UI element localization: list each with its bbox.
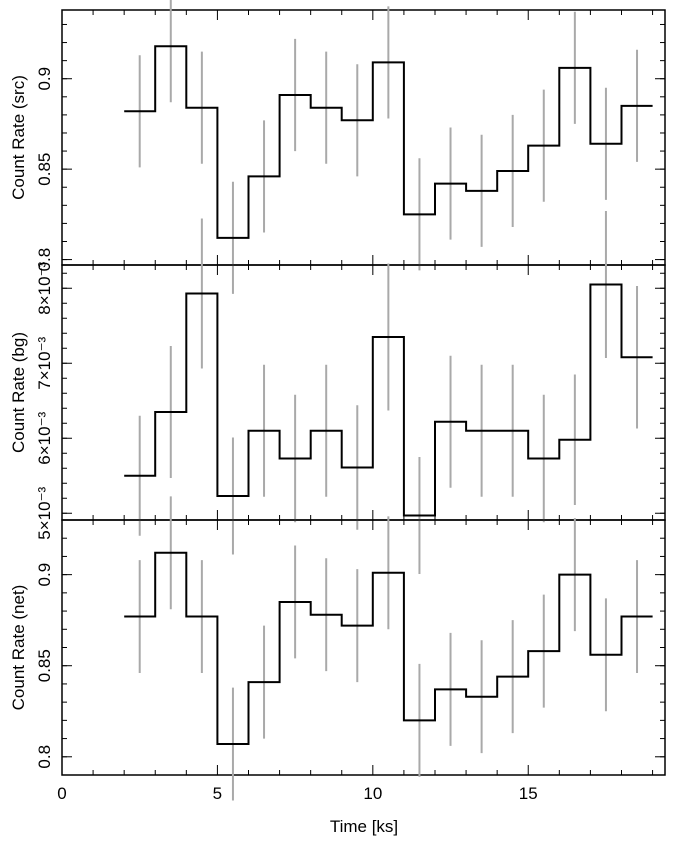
src-panel: 0.8 0.85 0.9 Count Rate (src) xyxy=(9,0,666,294)
y-axis-title: Count Rate (net) xyxy=(9,585,28,711)
y-tick-label: 0.9 xyxy=(35,563,54,587)
y-tick-label: 7×10⁻³ xyxy=(35,336,54,389)
step-line xyxy=(124,551,653,745)
y-axis-title: Count Rate (src) xyxy=(9,75,28,200)
x-tick-label: 15 xyxy=(519,784,538,803)
x-tick-label: 5 xyxy=(213,784,222,803)
y-tick-label: 8×10⁻³ xyxy=(35,261,54,314)
y-tick-label: 6×10⁻³ xyxy=(35,411,54,464)
y-tick-label: 0.85 xyxy=(35,649,54,682)
step-line xyxy=(124,283,653,517)
step-line xyxy=(124,45,653,239)
y-tick-label: 0.9 xyxy=(35,67,54,91)
x-axis-title: Time [ks] xyxy=(330,817,398,836)
y-axis-title: Count Rate (bg) xyxy=(9,332,28,453)
net-panel: 0.8 0.85 0.9 Count Rate (net) 0 5 10 15 xyxy=(9,496,666,803)
y-tick-label: 0.8 xyxy=(35,745,54,769)
y-tick-label: 0.8 xyxy=(35,248,54,272)
y-tick-label: 0.85 xyxy=(35,153,54,186)
bg-panel: 5×10⁻³ 6×10⁻³ 7×10⁻³ 8×10⁻³ Count Rate (bg) xyxy=(9,211,666,574)
x-tick-label: 10 xyxy=(363,784,382,803)
x-tick-label: 0 xyxy=(57,784,66,803)
y-tick-label: 5×10⁻³ xyxy=(35,486,54,539)
